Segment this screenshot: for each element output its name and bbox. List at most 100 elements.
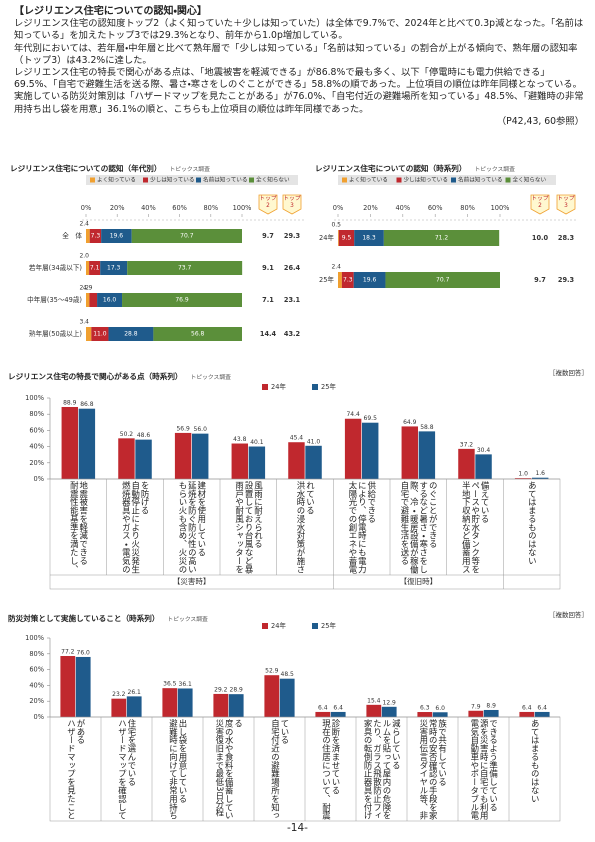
data-label: 9.5 <box>342 235 352 242</box>
category-label: もらい火も含め、火災の延焼を防ぐ防火性の高い建材を使用している <box>177 481 207 574</box>
data-label: 41.0 <box>307 438 321 445</box>
x-tick-label: 100% <box>491 204 510 212</box>
category-label: ハザードマップを見たことがある <box>66 719 86 820</box>
data-label: 69.5 <box>364 415 378 422</box>
data-label: 77.2 <box>61 649 75 656</box>
data-label: 28.9 <box>230 687 244 694</box>
bar <box>75 656 91 717</box>
chart-note: ［複数回答］ <box>549 611 588 619</box>
data-label: 37.2 <box>460 441 474 448</box>
category-label: 家具の転倒防止器具を付けたり、ガラス飛散防止フィルムを貼って屋内の危険を減らして… <box>363 719 402 820</box>
column-tag <box>282 194 302 215</box>
x-tick-label: 80% <box>203 204 218 212</box>
category-cell: 自宅付近の避難場所を知っている <box>254 719 305 821</box>
data-label: 6.0 <box>435 705 445 712</box>
data-label: 2.2 <box>79 285 89 292</box>
x-tick-label: 20% <box>110 204 125 212</box>
x-tick-label: 20% <box>363 204 378 212</box>
bar <box>288 442 305 479</box>
data-label: 3.4 <box>79 319 89 326</box>
legend-swatch <box>396 177 402 183</box>
data-label: 52.9 <box>265 668 279 675</box>
x-tick-label: 60% <box>428 204 443 212</box>
category-cell: 耐震性能基準を満たし、地震被害を軽減できる <box>50 481 107 575</box>
bar-segment <box>89 293 98 307</box>
y-tick-label: 100% <box>25 634 44 642</box>
data-label: 28.8 <box>124 331 138 338</box>
bar <box>534 711 550 717</box>
y-tick-label: 80% <box>29 410 44 418</box>
chart-source: トピックス調査 <box>167 617 208 623</box>
data-label: 26.1 <box>128 689 142 696</box>
category-label: 自宅で避難生活を送る際、冷・暖房設備が稼働するなど暑さ・寒さをしのぐことができる <box>399 481 439 574</box>
column-value: 10.0 <box>532 234 549 242</box>
chart-header: レジリエンス住宅についての認知（年代別） トピックス調査 <box>10 156 210 175</box>
data-label: 56.0 <box>194 426 208 433</box>
legend-swatch <box>90 177 95 183</box>
category-label: 避難時に向けて非常用持ち出し袋を用意している <box>168 719 188 820</box>
bar <box>213 693 229 717</box>
bar <box>468 710 484 717</box>
category-cell: 洪水時の浸水対策が施されている <box>277 481 334 575</box>
data-label: 17.3 <box>107 265 121 272</box>
bar <box>381 706 397 717</box>
column-value: 29.3 <box>558 276 575 284</box>
data-label: 76.9 <box>175 297 189 304</box>
column-tag <box>556 194 576 215</box>
legend-swatch <box>262 384 268 390</box>
data-label: 43.8 <box>233 436 247 443</box>
category-label: 燃焼器具やガス・電気の自動停止により火災発生を防げる <box>121 481 151 574</box>
reference: （P42,43, 60参照） <box>496 115 584 127</box>
bar <box>519 711 535 717</box>
data-label: 76.0 <box>77 649 91 656</box>
y-tick-label: 40% <box>29 443 44 451</box>
data-label: 7.3 <box>343 277 353 284</box>
legend-label: 名前は知っている <box>458 176 502 184</box>
legend-label: 25年 <box>321 621 336 630</box>
bar <box>514 478 532 479</box>
category-label: 中年層(35～49歳) <box>27 295 82 304</box>
data-label: 6.3 <box>420 705 430 712</box>
bar-segment <box>131 229 242 243</box>
data-label: 56.8 <box>191 331 205 338</box>
category-label: 25年 <box>319 275 334 284</box>
chart-source: トピックス調査 <box>169 167 210 173</box>
legend-label: 25年 <box>321 382 336 391</box>
group-label: 【災害時】 <box>173 576 211 586</box>
category-label: 雨戸や耐風シャッターを設置しており台風など暴風雨に耐えられる <box>234 481 264 574</box>
bar <box>111 698 127 717</box>
category-cell: 雨戸や耐風シャッターを設置しており台風など暴風雨に耐えられる <box>220 481 277 575</box>
legend-background <box>86 175 298 185</box>
bar-segment <box>122 293 242 307</box>
bar <box>401 426 419 479</box>
legend-label: 24年 <box>271 621 286 630</box>
data-label: 6.4 <box>333 704 343 711</box>
page-number: -14- <box>287 822 308 834</box>
data-label: 36.5 <box>163 681 177 688</box>
bar <box>177 688 193 717</box>
data-label: 58.8 <box>420 424 434 431</box>
bar <box>361 422 379 479</box>
data-label: 71.2 <box>435 235 449 242</box>
bar <box>191 433 209 479</box>
y-tick-label: 60% <box>29 666 44 674</box>
column-value: 7.1 <box>262 296 274 304</box>
bar <box>483 709 499 717</box>
column-header: トップ2 <box>531 196 549 209</box>
chart-header: レジリエンス住宅の特長で関心がある点（時系列） トピックス調査 <box>8 364 231 383</box>
chart-title: 防災対策として実施していること（時系列） <box>8 614 160 623</box>
legend-background <box>338 175 556 185</box>
x-tick-label: 0% <box>333 204 343 212</box>
legend-label: 全く知らない <box>513 176 547 184</box>
bar <box>531 477 549 479</box>
bar-segment <box>338 272 342 288</box>
data-label: 70.7 <box>180 233 194 240</box>
x-tick-label: 0% <box>81 204 91 212</box>
bar <box>174 432 192 479</box>
legend-label: 24年 <box>271 382 286 391</box>
category-label: 耐震性能基準を満たし、地震被害を軽減できる <box>69 481 89 574</box>
data-label: 36.1 <box>179 681 193 688</box>
legend-swatch <box>196 177 201 183</box>
bar-segment <box>91 327 109 341</box>
